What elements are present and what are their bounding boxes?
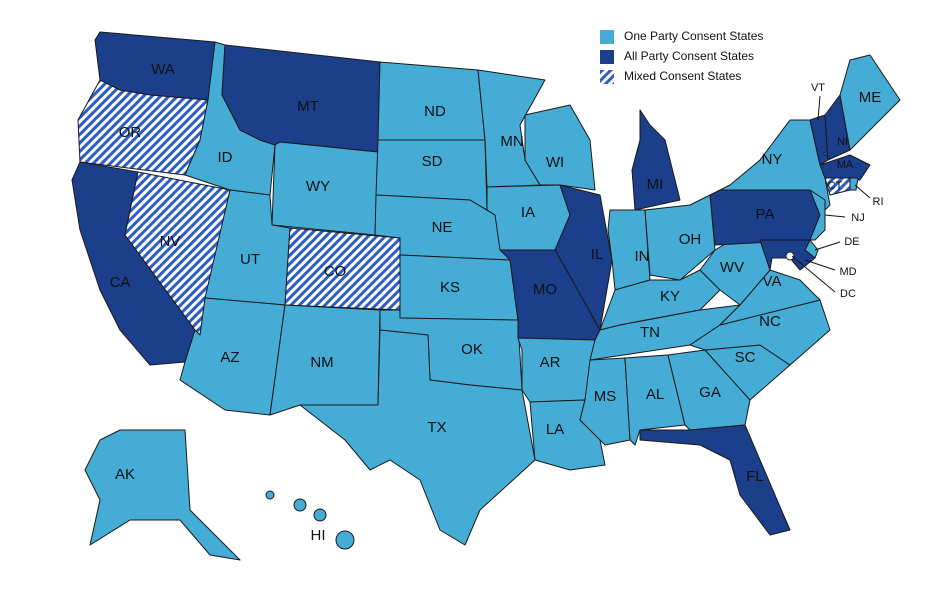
- state-label: OH: [679, 231, 702, 248]
- state-label: ND: [424, 103, 446, 120]
- legend-label: Mixed Consent States: [624, 69, 741, 83]
- state-label: AZ: [220, 349, 239, 366]
- state-shape: [293, 498, 307, 512]
- state-label: AR: [540, 354, 561, 371]
- state-label: VT: [811, 82, 825, 94]
- state-shape: [313, 508, 327, 522]
- state-label: CT: [828, 180, 843, 192]
- state-label: MO: [533, 281, 557, 298]
- state-label: FL: [746, 468, 764, 485]
- legend-label: One Party Consent States: [624, 29, 763, 43]
- state-label: HI: [311, 527, 326, 544]
- state-label: OR: [119, 124, 142, 141]
- state-label: KY: [660, 288, 680, 305]
- state-label: MS: [594, 388, 617, 405]
- state-label: MT: [297, 98, 319, 115]
- state-label: IA: [521, 204, 535, 221]
- state-shape: [809, 189, 826, 241]
- state-label: ID: [218, 149, 233, 166]
- state-label: CO: [324, 263, 347, 280]
- state-shape: [554, 184, 613, 331]
- state-label: NV: [160, 233, 181, 250]
- state-label: LA: [546, 421, 564, 438]
- state-label: DE: [844, 236, 859, 248]
- state-shape: [377, 61, 486, 141]
- state-label: MI: [647, 176, 664, 193]
- legend-swatch: [600, 70, 614, 84]
- leader-line: [791, 255, 836, 293]
- state-shape: [631, 109, 681, 211]
- state-label: TX: [427, 419, 446, 436]
- state-label: CA: [110, 274, 131, 291]
- state-shape: [849, 177, 859, 191]
- state-label: SD: [422, 153, 443, 170]
- leader-line: [804, 259, 836, 271]
- state-label: TN: [640, 324, 660, 341]
- state-label: NY: [762, 151, 783, 168]
- state-shape: [819, 154, 871, 181]
- state-label: MN: [500, 133, 523, 150]
- legend-swatch: [600, 30, 614, 44]
- state-shape: [785, 251, 795, 261]
- state-label: NE: [432, 219, 453, 236]
- state-label: WA: [151, 61, 175, 78]
- leader-line: [814, 241, 841, 251]
- state-shape: [84, 429, 241, 561]
- state-label: IL: [591, 246, 604, 263]
- state-shape: [335, 530, 355, 550]
- state-label: MA: [837, 159, 854, 171]
- leader-line: [817, 95, 821, 121]
- leader-line: [824, 214, 846, 218]
- state-shape: [639, 424, 791, 536]
- state-label: KS: [440, 279, 460, 296]
- state-shape: [271, 141, 379, 236]
- state-label: IN: [635, 248, 650, 265]
- state-label: WY: [306, 178, 330, 195]
- state-label: UT: [240, 251, 260, 268]
- state-label: AK: [115, 466, 135, 483]
- state-label: NC: [759, 313, 781, 330]
- state-label: OK: [461, 341, 483, 358]
- state-label: GA: [699, 384, 721, 401]
- state-label: NM: [310, 354, 333, 371]
- state-label: WI: [546, 154, 564, 171]
- state-shape: [524, 104, 596, 191]
- state-label: DC: [840, 288, 856, 300]
- state-label: SC: [735, 349, 756, 366]
- state-label: WV: [720, 259, 744, 276]
- state-shape: [839, 54, 901, 151]
- legend-label: All Party Consent States: [624, 49, 754, 63]
- state-label: RI: [873, 196, 884, 208]
- leader-line: [854, 184, 871, 199]
- state-shape: [265, 490, 275, 500]
- state-shape: [299, 329, 536, 546]
- state-label: NJ: [851, 212, 864, 224]
- state-label: PA: [756, 206, 775, 223]
- legend-swatch: [600, 50, 614, 64]
- state-label: MD: [839, 266, 856, 278]
- state-label: ME: [859, 89, 882, 106]
- state-label: AL: [646, 386, 664, 403]
- state-shape: [719, 269, 821, 326]
- state-label: VA: [763, 273, 782, 290]
